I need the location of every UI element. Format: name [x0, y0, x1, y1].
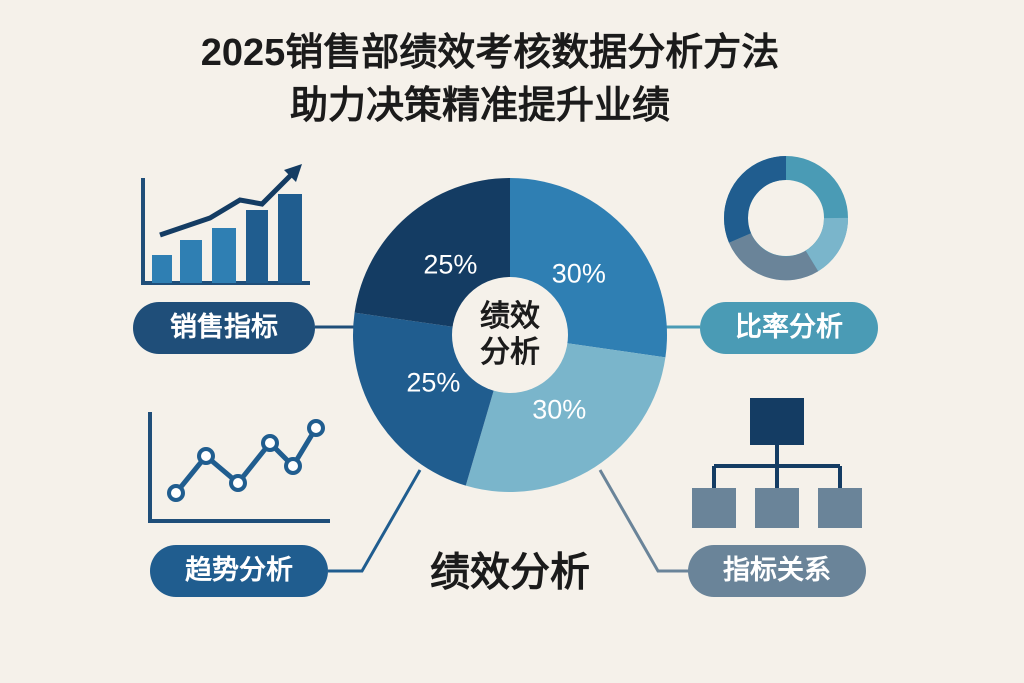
title-line: 2025销售部绩效考核数据分析方法 [201, 32, 780, 74]
title-line: 助力决策精准提升业绩 [290, 85, 670, 127]
connector [315, 325, 700, 573]
label-text: 指标关系 [723, 555, 831, 585]
label-text: 趋势分析 [185, 555, 293, 585]
line-chart-icon [148, 412, 330, 523]
hierarchy-icon [692, 398, 862, 528]
pie-chart: 30%30%25%25%绩效分析 [352, 178, 667, 492]
value-label: 30% [552, 258, 606, 288]
label-pill [150, 545, 328, 597]
pie-center [452, 277, 568, 393]
value-label: 30% [532, 395, 586, 425]
center-label: 绩效 [480, 300, 540, 333]
value-label: 25% [406, 367, 460, 397]
label-text: 销售指标 [170, 311, 278, 342]
bar-chart-icon [141, 164, 310, 285]
footer-title: 绩效分析 [430, 551, 590, 595]
donut-icon [724, 156, 849, 281]
label-pill [688, 545, 866, 597]
label-pill [700, 302, 878, 354]
center-label: 分析 [480, 336, 540, 369]
label-text: 比率分析 [735, 311, 843, 342]
value-label: 25% [423, 249, 477, 279]
label-pill [133, 302, 315, 354]
